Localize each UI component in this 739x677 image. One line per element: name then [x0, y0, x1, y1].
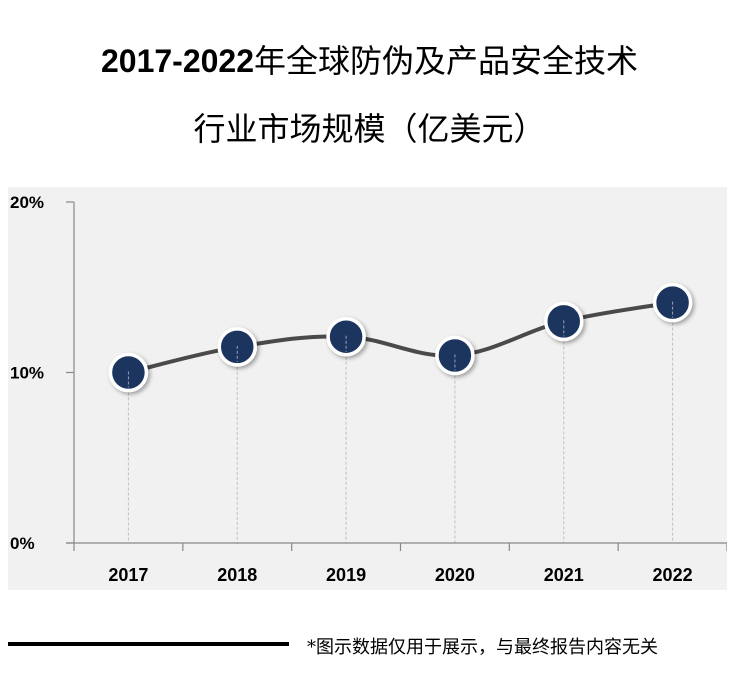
y-axis-labels: 0% 10% 20%	[10, 193, 44, 553]
y-tick-label: 20%	[10, 193, 44, 212]
title-year-range: 2017-2022	[100, 43, 254, 79]
series-line	[126, 300, 675, 375]
y-tick-label: 0%	[10, 534, 35, 553]
drop-lines	[127, 302, 674, 543]
axes	[66, 201, 727, 551]
footer-divider	[8, 642, 289, 646]
x-tick-label: 2018	[217, 565, 257, 585]
x-tick-label: 2022	[653, 565, 693, 585]
y-tick-label: 10%	[10, 364, 44, 383]
chart-title-line-2: 行业市场规模（亿美元）	[193, 110, 546, 148]
chart-area: 0% 10% 20% 2017 2018 2019 2020 2021 2022	[8, 187, 727, 590]
x-tick-label: 2019	[326, 565, 366, 585]
data-markers	[108, 282, 693, 393]
title-subject: 年全球防伪及产品安全技术	[254, 42, 639, 80]
chart-title-line-1: 2017-2022年全球防伪及产品安全技术	[0, 36, 739, 82]
x-tick-label: 2020	[435, 565, 475, 585]
x-tick-label: 2021	[544, 565, 584, 585]
footer-disclaimer: *图示数据仅用于展示，与最终报告内容无关	[307, 637, 658, 658]
x-tick-label: 2017	[108, 565, 148, 585]
x-axis-labels: 2017 2018 2019 2020 2021 2022	[108, 565, 692, 585]
line-chart: 0% 10% 20% 2017 2018 2019 2020 2021 2022	[10, 193, 727, 585]
